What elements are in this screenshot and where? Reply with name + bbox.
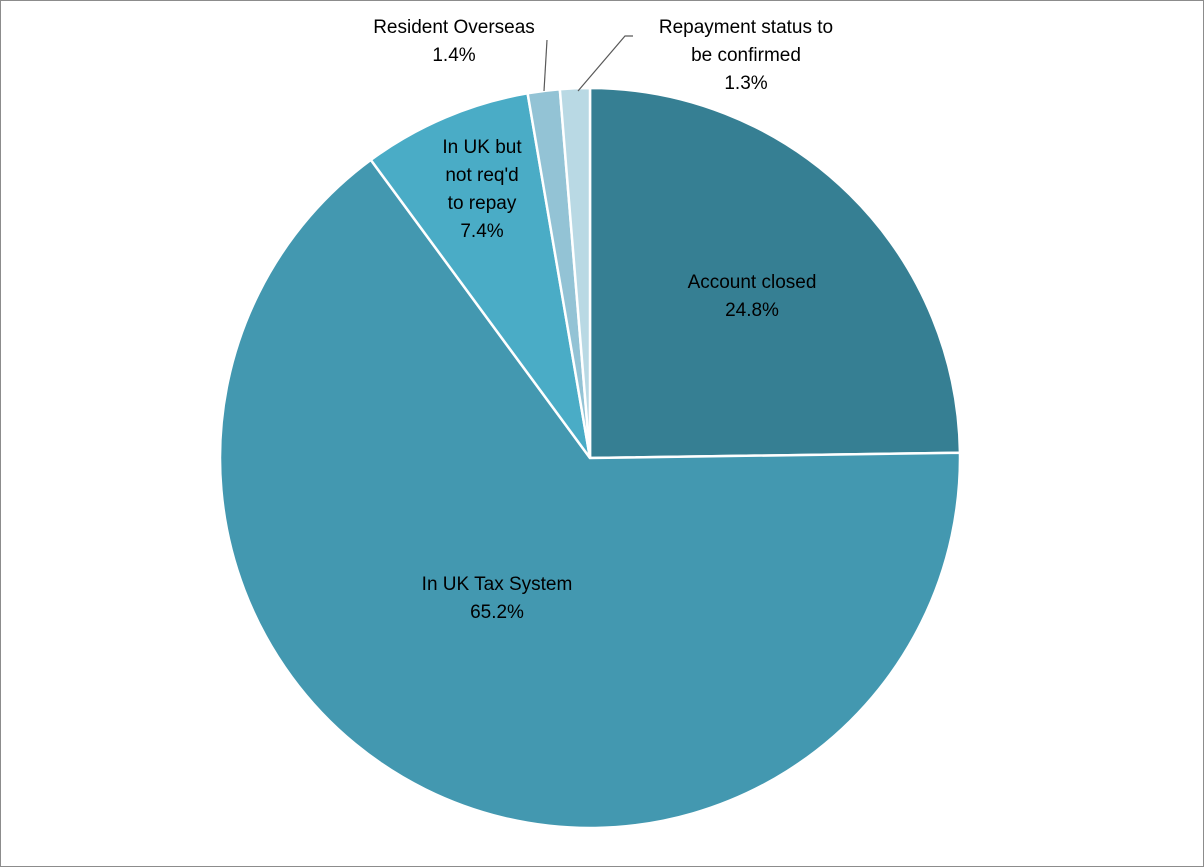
slice-percent: 7.4% xyxy=(460,221,503,242)
pie-slice xyxy=(558,86,592,459)
pie-slice xyxy=(369,91,592,459)
pie-slices xyxy=(218,86,962,830)
slice-label: Account closed 24.8% xyxy=(688,272,817,321)
slice-label-line: not req'd xyxy=(445,165,518,186)
slice-label-line: to repay xyxy=(448,193,517,214)
slice-label-line: In UK Tax System xyxy=(422,574,573,595)
slice-labels: Account closed 24.8% In UK Tax System 65.2%… xyxy=(373,17,833,623)
slice-percent: 24.8% xyxy=(725,300,779,321)
leader-line xyxy=(577,35,633,92)
leader-line xyxy=(543,39,548,92)
slice-percent: 1.4% xyxy=(432,45,475,66)
slice-percent: 1.3% xyxy=(724,73,767,94)
leader-lines xyxy=(543,35,633,92)
slice-label-line: Repayment status to xyxy=(659,17,833,38)
slice-label-line: be confirmed xyxy=(691,45,801,66)
slice-label-line: Account closed xyxy=(688,272,817,293)
slice-label: In UK but not req'd to repay 7.4% xyxy=(442,137,522,242)
pie-slice xyxy=(218,158,962,830)
slice-percent: 65.2% xyxy=(470,602,524,623)
slice-label-line: Resident Overseas xyxy=(373,17,535,38)
slice-label: Repayment status to be confirmed 1.3% xyxy=(659,17,833,94)
slice-label-line: In UK but xyxy=(442,137,522,158)
slice-label: Resident Overseas 1.4% xyxy=(373,17,535,66)
slice-label: In UK Tax System 65.2% xyxy=(422,574,573,623)
pie-slice xyxy=(588,86,962,460)
